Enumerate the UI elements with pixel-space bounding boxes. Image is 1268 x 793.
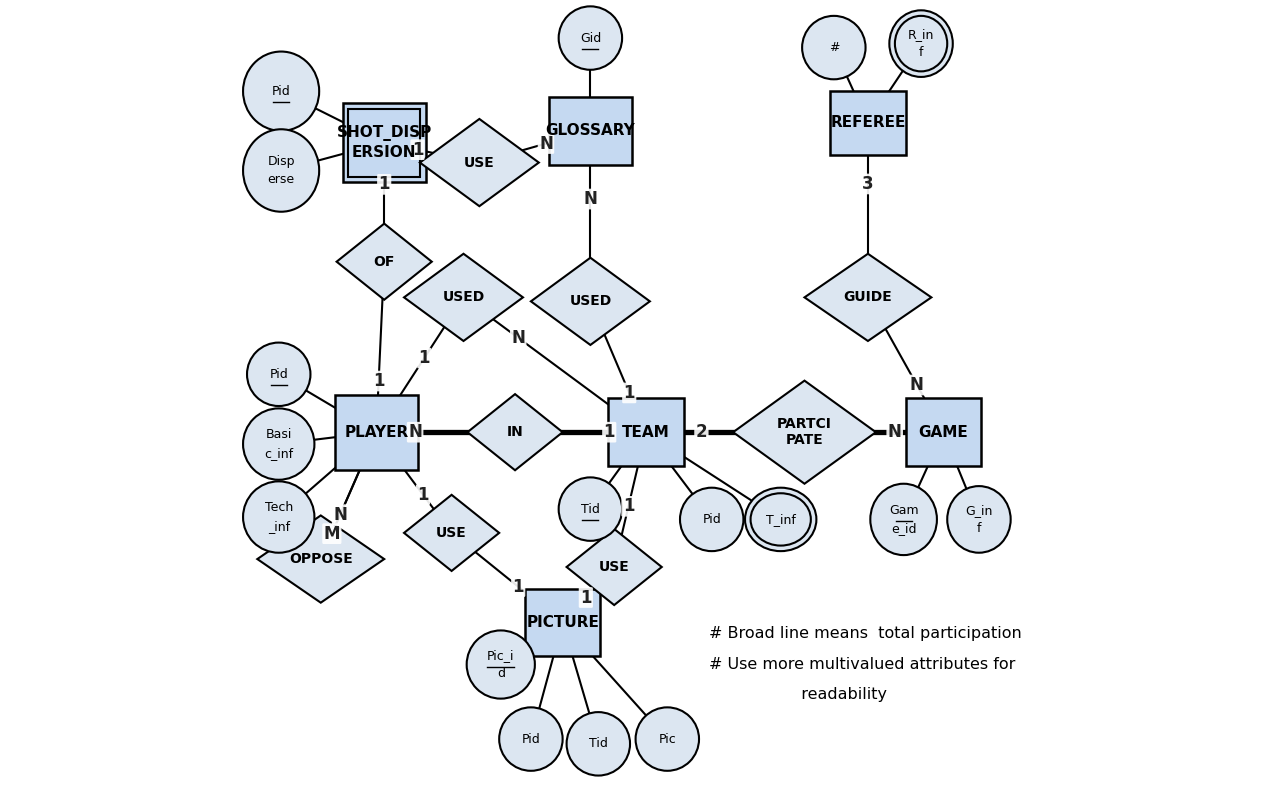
Polygon shape xyxy=(404,254,522,341)
Text: e_id: e_id xyxy=(891,522,917,535)
Polygon shape xyxy=(531,258,650,345)
Text: N: N xyxy=(539,135,553,152)
Ellipse shape xyxy=(247,343,311,406)
Polygon shape xyxy=(567,529,662,605)
Text: OPPOSE: OPPOSE xyxy=(289,552,353,566)
Text: readability: readability xyxy=(709,687,888,702)
Text: PARTCI
PATE: PARTCI PATE xyxy=(777,417,832,447)
Text: 1: 1 xyxy=(373,372,384,390)
Text: # Use more multivalued attributes for: # Use more multivalued attributes for xyxy=(709,657,1016,672)
Text: Tech: Tech xyxy=(265,501,293,515)
Text: TEAM: TEAM xyxy=(623,425,670,439)
Text: R_in: R_in xyxy=(908,28,935,41)
Ellipse shape xyxy=(870,484,937,555)
Text: N: N xyxy=(888,423,902,441)
Text: GLOSSARY: GLOSSARY xyxy=(545,124,635,138)
Text: f: f xyxy=(976,522,981,535)
Text: N: N xyxy=(511,329,525,347)
Text: IN: IN xyxy=(507,425,524,439)
Text: erse: erse xyxy=(268,173,294,186)
Text: Disp: Disp xyxy=(268,155,295,168)
Ellipse shape xyxy=(559,477,623,541)
Text: f: f xyxy=(919,46,923,59)
Polygon shape xyxy=(804,254,932,341)
Ellipse shape xyxy=(680,488,743,551)
Text: Pid: Pid xyxy=(702,513,721,526)
Ellipse shape xyxy=(500,707,563,771)
Text: USED: USED xyxy=(443,290,484,305)
FancyBboxPatch shape xyxy=(831,91,905,155)
Polygon shape xyxy=(404,495,500,571)
Ellipse shape xyxy=(243,408,314,480)
Ellipse shape xyxy=(746,488,817,551)
Text: USE: USE xyxy=(598,560,629,574)
Text: 1: 1 xyxy=(412,140,424,159)
Ellipse shape xyxy=(243,481,314,553)
Ellipse shape xyxy=(559,6,623,70)
Text: PLAYER: PLAYER xyxy=(344,425,408,439)
FancyBboxPatch shape xyxy=(549,98,631,165)
Ellipse shape xyxy=(243,52,320,131)
Ellipse shape xyxy=(467,630,535,699)
Polygon shape xyxy=(733,381,876,484)
Text: 1: 1 xyxy=(512,577,524,596)
Text: Pic: Pic xyxy=(658,733,676,745)
Polygon shape xyxy=(257,515,384,603)
Text: N: N xyxy=(333,506,347,523)
FancyBboxPatch shape xyxy=(905,398,981,465)
Text: Tid: Tid xyxy=(581,503,600,515)
Text: Basi: Basi xyxy=(265,428,292,442)
FancyBboxPatch shape xyxy=(342,103,426,182)
Text: 1: 1 xyxy=(418,349,430,367)
Text: Pic_i: Pic_i xyxy=(487,649,515,662)
Ellipse shape xyxy=(243,129,320,212)
Text: N: N xyxy=(583,190,597,208)
FancyBboxPatch shape xyxy=(609,398,683,465)
Text: G_in: G_in xyxy=(965,504,993,517)
Text: N: N xyxy=(408,423,422,441)
Text: d: d xyxy=(497,667,505,680)
Text: Gid: Gid xyxy=(579,32,601,44)
Text: USED: USED xyxy=(569,294,611,308)
Text: USE: USE xyxy=(436,526,467,540)
Text: Tid: Tid xyxy=(588,737,607,750)
Text: PICTURE: PICTURE xyxy=(526,615,598,630)
Text: N: N xyxy=(910,376,924,394)
Ellipse shape xyxy=(889,10,952,77)
Ellipse shape xyxy=(567,712,630,776)
Ellipse shape xyxy=(947,486,1011,553)
Ellipse shape xyxy=(803,16,866,79)
Text: #: # xyxy=(828,41,839,54)
Text: c_inf: c_inf xyxy=(264,446,293,460)
Text: REFEREE: REFEREE xyxy=(831,116,905,130)
Text: 3: 3 xyxy=(862,175,874,193)
Text: Pid: Pid xyxy=(521,733,540,745)
Text: 1: 1 xyxy=(579,588,592,607)
Text: 2: 2 xyxy=(696,423,708,441)
FancyBboxPatch shape xyxy=(525,588,600,657)
Text: Gam: Gam xyxy=(889,504,918,517)
Text: # Broad line means  total participation: # Broad line means total participation xyxy=(709,626,1022,642)
Polygon shape xyxy=(468,394,563,470)
Text: Pid: Pid xyxy=(269,368,288,381)
Text: T_inf: T_inf xyxy=(766,513,795,526)
Text: 1: 1 xyxy=(624,384,635,402)
Text: 1: 1 xyxy=(378,175,391,193)
Text: 1: 1 xyxy=(623,497,634,515)
Text: GUIDE: GUIDE xyxy=(843,290,893,305)
Text: OF: OF xyxy=(374,255,394,269)
Text: Pid: Pid xyxy=(271,85,290,98)
Polygon shape xyxy=(420,119,539,206)
Text: _inf: _inf xyxy=(268,519,290,533)
Text: GAME: GAME xyxy=(918,425,969,439)
Text: 1: 1 xyxy=(417,485,429,504)
Text: SHOT_DISP
ERSION: SHOT_DISP ERSION xyxy=(336,125,432,160)
Text: 1: 1 xyxy=(604,423,615,441)
FancyBboxPatch shape xyxy=(335,394,418,469)
Polygon shape xyxy=(336,224,432,300)
Ellipse shape xyxy=(635,707,699,771)
Text: M: M xyxy=(323,525,340,542)
Text: USE: USE xyxy=(464,155,495,170)
